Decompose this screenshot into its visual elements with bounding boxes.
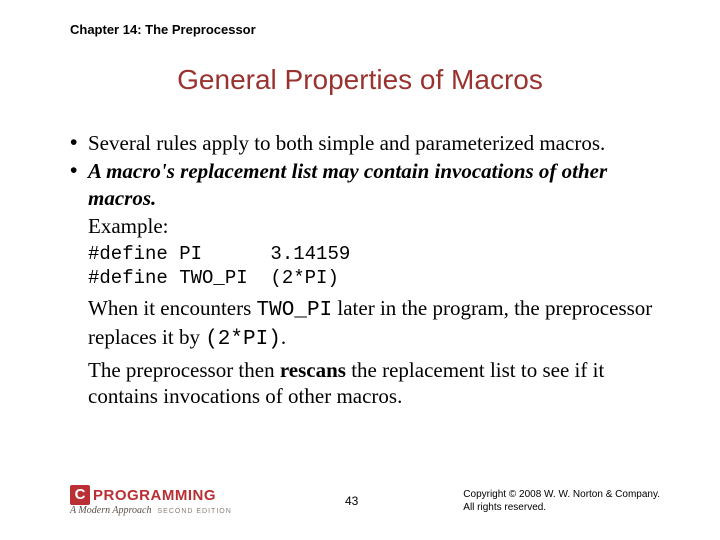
slide-body: • Several rules apply to both simple and…: [70, 130, 660, 410]
code-block: #define PI 3.14159 #define TWO_PI (2*PI): [70, 243, 660, 291]
logo-subtitle: A Modern Approach SECOND EDITION: [70, 505, 260, 516]
logo-c-badge: C: [70, 485, 90, 505]
para1-text-a: When it encounters: [88, 296, 257, 320]
bullet-2-text: A macro's replacement list may contain i…: [88, 159, 607, 209]
paragraph-1: When it encounters TWO_PI later in the p…: [70, 295, 660, 354]
slide-title: General Properties of Macros: [0, 64, 720, 96]
copyright-line-1: Copyright © 2008 W. W. Norton & Company.: [463, 488, 660, 501]
para1-code-2: (2*PI): [205, 328, 281, 351]
chapter-header: Chapter 14: The Preprocessor: [70, 22, 256, 37]
page-number: 43: [345, 494, 358, 508]
code-line-1: #define PI 3.14159: [88, 243, 350, 265]
bullet-2: • A macro's replacement list may contain…: [70, 158, 660, 211]
example-label: Example:: [70, 213, 660, 239]
copyright-line-2: All rights reserved.: [463, 501, 660, 514]
copyright: Copyright © 2008 W. W. Norton & Company.…: [463, 488, 660, 514]
para2-text-a: The preprocessor then: [88, 358, 280, 382]
footer: C PROGRAMMING A Modern Approach SECOND ED…: [70, 482, 660, 522]
para1-text-c: .: [281, 325, 286, 349]
logo-word: PROGRAMMING: [93, 487, 216, 504]
para2-bold: rescans: [280, 358, 346, 382]
para1-code-1: TWO_PI: [257, 299, 333, 322]
paragraph-2: The preprocessor then rescans the replac…: [70, 357, 660, 410]
bullet-1-text: Several rules apply to both simple and p…: [88, 131, 605, 155]
logo-sub-text: A Modern Approach: [70, 505, 151, 516]
book-logo: C PROGRAMMING A Modern Approach SECOND ED…: [70, 485, 260, 516]
bullet-dot: •: [70, 130, 77, 156]
slide: Chapter 14: The Preprocessor General Pro…: [0, 0, 720, 540]
logo-top: C PROGRAMMING: [70, 485, 260, 505]
logo-edition: SECOND EDITION: [157, 508, 231, 515]
bullet-dot: •: [70, 158, 77, 184]
code-line-2: #define TWO_PI (2*PI): [88, 267, 339, 289]
bullet-1: • Several rules apply to both simple and…: [70, 130, 660, 156]
